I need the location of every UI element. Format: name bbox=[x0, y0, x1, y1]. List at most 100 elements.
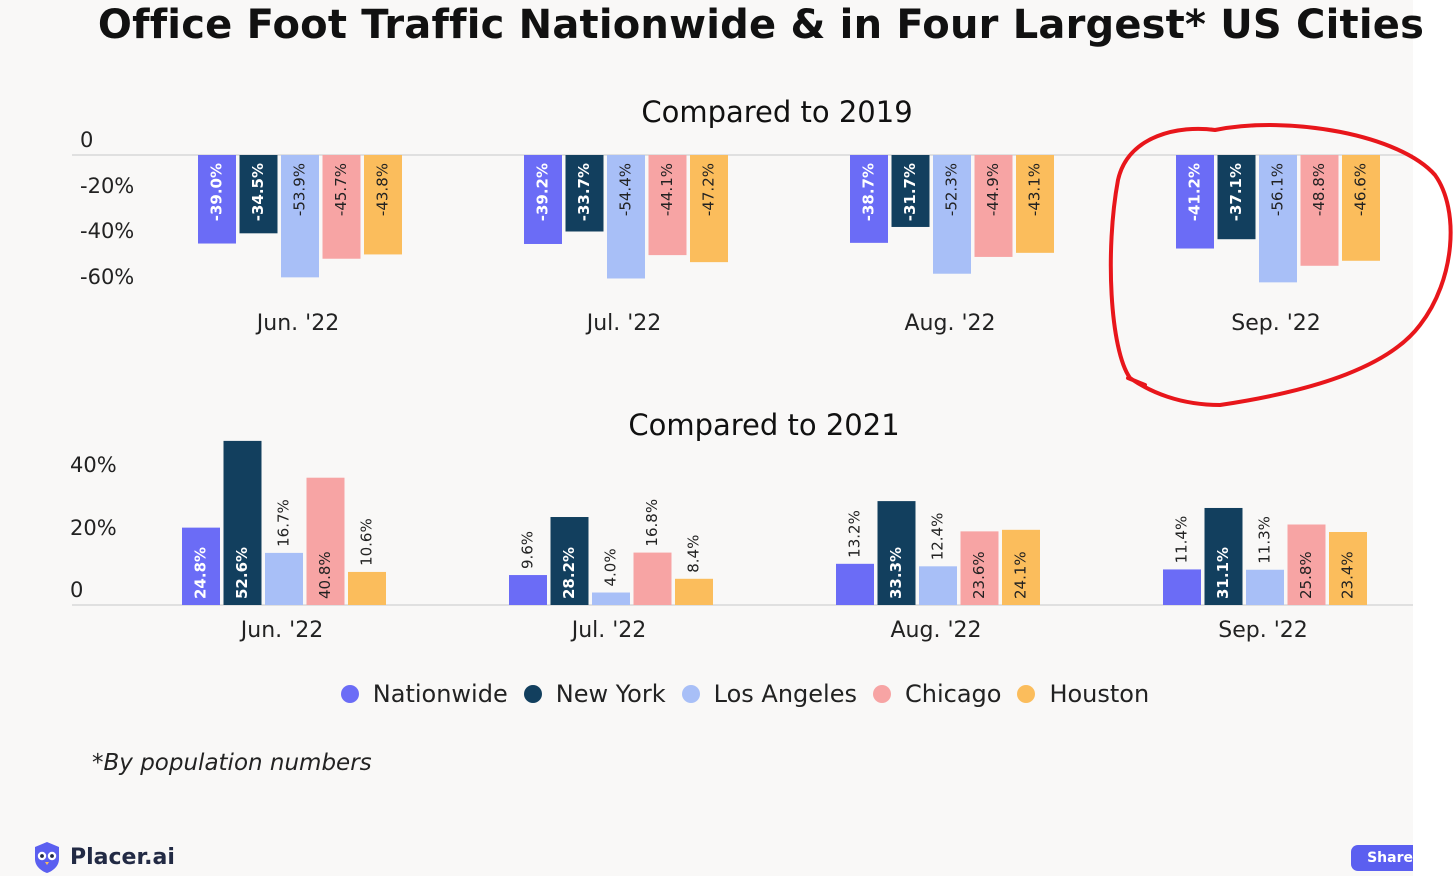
chart-2019-x-label: Sep. '22 bbox=[1231, 311, 1321, 336]
chart-2021-bar-chicago-sep-22 bbox=[1287, 524, 1326, 605]
chart-2019-x-label: Aug. '22 bbox=[905, 311, 996, 336]
chart-2019-x-label: Jun. '22 bbox=[255, 311, 339, 336]
chart-2021-y-tick: 20% bbox=[70, 516, 117, 540]
chart-2021-bar-los-angeles-sep-22 bbox=[1246, 569, 1284, 605]
chart-2019-bar-chicago-jul-22 bbox=[648, 155, 687, 256]
brand-name: Placer.ai bbox=[70, 844, 175, 870]
chart-2019-bar-chicago-jun-22 bbox=[322, 155, 361, 259]
chart-2019-data-label: -54.4% bbox=[617, 163, 635, 216]
chart-2021-x-label: Sep. '22 bbox=[1218, 618, 1308, 643]
chart-2021-data-label: 8.4% bbox=[685, 535, 703, 573]
chart-2021-data-label: 11.3% bbox=[1256, 516, 1274, 564]
legend-item-los-angeles[interactable]: Los Angeles bbox=[681, 680, 857, 708]
chart-2021-data-label: 12.4% bbox=[929, 513, 947, 561]
chart-2021-bar-chicago-jul-22 bbox=[633, 552, 672, 605]
chart-2021-data-label: 4.0% bbox=[602, 548, 620, 586]
brand-logo[interactable]: Placer.ai bbox=[32, 840, 175, 874]
chart-2021-bar-houston-aug-22 bbox=[1002, 529, 1040, 605]
chart-2021-data-label: 31.1% bbox=[1214, 547, 1232, 599]
chart-2021-data-label: 52.6% bbox=[233, 547, 251, 599]
chart-2019-data-label: -33.7% bbox=[575, 163, 593, 221]
chart-2019-y-tick: -60% bbox=[80, 265, 134, 289]
chart-2019-bar-houston-jun-22 bbox=[364, 155, 402, 255]
chart-2021-x-label: Aug. '22 bbox=[891, 618, 982, 643]
chart-2019-bar-new-york-jun-22 bbox=[239, 155, 278, 234]
chart-2019-data-label: -39.0% bbox=[208, 163, 226, 221]
legend-label: Nationwide bbox=[372, 680, 508, 708]
chart-2019-data-label: -39.2% bbox=[534, 163, 552, 221]
legend-item-nationwide[interactable]: Nationwide bbox=[340, 680, 508, 708]
share-label: Share bbox=[1367, 850, 1413, 866]
chart-2019-title: Compared to 2019 bbox=[641, 95, 912, 129]
chart-2021-data-label: 24.1% bbox=[1012, 551, 1030, 599]
chart-2019-data-label: -47.2% bbox=[700, 163, 718, 216]
legend-item-houston[interactable]: Houston bbox=[1017, 680, 1149, 708]
chart-2021-bar-new-york-jun-22 bbox=[223, 440, 262, 605]
chart-2021-x-label: Jun. '22 bbox=[239, 618, 323, 643]
chart-2019-data-label: -43.1% bbox=[1026, 163, 1044, 216]
chart-2021-data-label: 33.3% bbox=[887, 547, 905, 599]
chart-2021-data-label: 28.2% bbox=[560, 547, 578, 599]
chart-2021-bar-nationwide-jul-22 bbox=[509, 575, 547, 605]
owl-icon bbox=[35, 842, 59, 873]
chart-card: Office Foot Traffic Nationwide & in Four… bbox=[32, 2, 1424, 874]
legend-swatch bbox=[523, 685, 542, 703]
chart-2019-y-tick: -40% bbox=[80, 219, 134, 243]
legend-swatch bbox=[340, 685, 359, 703]
chart-2021-data-label: 9.6% bbox=[519, 531, 537, 569]
chart-2019-data-label: -56.1% bbox=[1269, 163, 1287, 216]
chart-2021-y-tick: 0 bbox=[70, 578, 83, 602]
chart-2019-bar-new-york-jul-22 bbox=[565, 155, 604, 232]
chart-2019-data-label: -37.1% bbox=[1227, 163, 1245, 221]
chart-2021-bar-new-york-aug-22 bbox=[877, 501, 916, 605]
chart-2019-bar-houston-aug-22 bbox=[1016, 155, 1054, 253]
chart-2021-title: Compared to 2021 bbox=[628, 408, 899, 442]
chart-2019-data-label: -41.2% bbox=[1186, 163, 1204, 221]
chart-2019-bar-los-angeles-aug-22 bbox=[933, 155, 971, 274]
legend: Nationwide New York Los Angeles Chicago Hous… bbox=[0, 680, 1456, 708]
chart-2019-bar-new-york-aug-22 bbox=[891, 155, 930, 227]
share-button[interactable]: Share bbox=[1351, 845, 1413, 871]
footnote: *By population numbers bbox=[92, 750, 372, 776]
legend-swatch bbox=[872, 685, 891, 703]
chart-2019-data-label: -45.7% bbox=[332, 163, 350, 216]
chart-2019-data-label: -52.3% bbox=[943, 163, 961, 216]
chart-2019-data-label: -46.6% bbox=[1352, 163, 1370, 216]
chart-2019-bar-nationwide-jun-22 bbox=[198, 155, 236, 244]
legend-label: Chicago bbox=[904, 680, 1002, 708]
charts-canvas: Compared to 2019 0 -20% -40% -60% -39.0% -34.5… bbox=[70, 95, 1413, 643]
chart-2021-bar-new-york-sep-22 bbox=[1204, 507, 1243, 605]
chart-2021-bar-nationwide-jun-22 bbox=[182, 527, 220, 605]
chart-2021-bar-new-york-jul-22 bbox=[550, 517, 589, 605]
chart-2019-y-tick: 0 bbox=[80, 128, 93, 152]
legend-swatch bbox=[681, 685, 700, 703]
chart-2021-x-label: Jul. '22 bbox=[570, 618, 647, 643]
chart-2019-bar-houston-jul-22 bbox=[690, 155, 728, 263]
chart-2021-data-label: 11.4% bbox=[1173, 516, 1191, 564]
chart-2021-data-label: 40.8% bbox=[316, 551, 334, 599]
chart-2021-data-label: 23.6% bbox=[970, 551, 988, 599]
chart-2019-data-label: -31.7% bbox=[901, 163, 919, 221]
chart-2019-data-label: -53.9% bbox=[291, 163, 309, 216]
chart-2021-data-label: 23.4% bbox=[1339, 551, 1357, 599]
chart-2019-bar-nationwide-aug-22 bbox=[850, 155, 888, 243]
chart-2021-bar-chicago-jun-22 bbox=[306, 477, 345, 605]
chart-2019-bar-los-angeles-jun-22 bbox=[281, 155, 319, 278]
chart-2021-bar-los-angeles-jul-22 bbox=[592, 592, 630, 605]
chart-2021-data-label: 16.8% bbox=[643, 499, 661, 547]
chart-2021-data-label: 13.2% bbox=[846, 510, 864, 558]
chart-2019-data-label: -38.7% bbox=[860, 163, 878, 221]
chart-2019-data-label: -44.9% bbox=[984, 163, 1002, 216]
chart-2021-y-tick: 40% bbox=[70, 453, 117, 477]
legend-item-new-york[interactable]: New York bbox=[523, 680, 666, 708]
page-title: Office Foot Traffic Nationwide & in Four… bbox=[97, 2, 1425, 48]
chart-2021-data-label: 10.6% bbox=[358, 518, 376, 566]
legend-label: Houston bbox=[1049, 680, 1150, 708]
chart-2019-data-label: -43.8% bbox=[374, 163, 392, 216]
chart-2021-bar-houston-jul-22 bbox=[675, 578, 713, 605]
legend-item-chicago[interactable]: Chicago bbox=[872, 680, 1002, 708]
chart-2019-x-label: Jul. '22 bbox=[585, 311, 662, 336]
chart-2021-bar-chicago-aug-22 bbox=[960, 531, 999, 605]
chart-2021-data-label: 25.8% bbox=[1297, 551, 1315, 599]
chart-2021-bar-los-angeles-jun-22 bbox=[265, 552, 303, 605]
